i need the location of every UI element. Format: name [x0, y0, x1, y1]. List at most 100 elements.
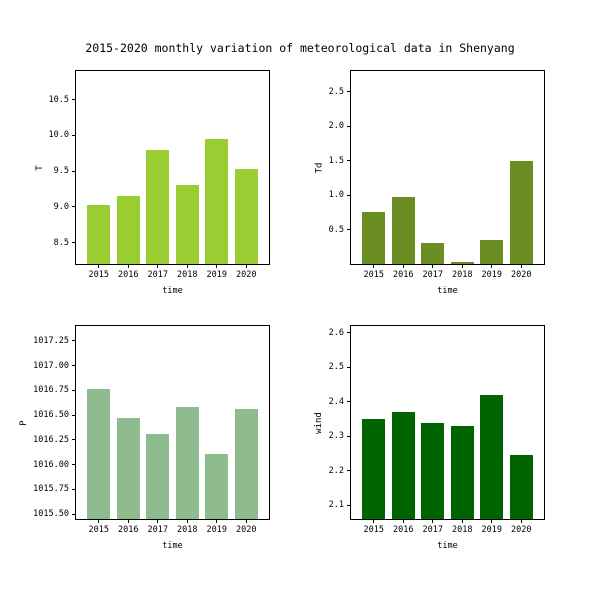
x-tick-mark [245, 519, 247, 523]
y-tick-mark [347, 401, 351, 403]
chart-wind: wind time 2.1 2.2 2.3 2.4 2.5 2.6 2015 2016 2017… [315, 325, 545, 550]
y-tick-mark [347, 366, 351, 368]
x-tick-mark [461, 519, 463, 523]
x-tick-mark [402, 519, 404, 523]
y-tick-label: 10.0 [48, 130, 69, 141]
x-tick-label: 2019 [481, 270, 502, 280]
x-tick-label: 2017 [422, 525, 443, 535]
bar [450, 425, 474, 519]
y-tick-mark [347, 332, 351, 334]
bar [421, 243, 445, 264]
x-axis-label: time [162, 286, 183, 296]
bar [175, 185, 199, 264]
x-tick-label: 2018 [452, 270, 473, 280]
y-tick-label: 1015.50 [33, 508, 69, 519]
y-tick-label: 1017.00 [33, 360, 69, 371]
bar [205, 453, 229, 519]
y-tick-label: 2.0 [328, 120, 344, 131]
x-axis-label: time [437, 286, 458, 296]
x-tick-label: 2015 [88, 525, 109, 535]
x-tick-mark [432, 264, 434, 268]
bar [205, 138, 229, 264]
x-tick-mark [186, 519, 188, 523]
y-tick-mark [72, 99, 76, 101]
y-tick-label: 0.5 [328, 224, 344, 235]
y-tick-label: 1016.00 [33, 459, 69, 470]
y-tick-mark [72, 488, 76, 490]
x-tick-label: 2020 [236, 270, 257, 280]
x-tick-mark [432, 519, 434, 523]
y-tick-label: 10.5 [48, 94, 69, 105]
y-tick-label: 2.2 [328, 465, 344, 476]
bar [87, 204, 111, 264]
x-tick-label: 2016 [393, 270, 414, 280]
y-axis-label: P [18, 419, 29, 426]
x-tick-label: 2017 [147, 525, 168, 535]
x-tick-mark [157, 519, 159, 523]
x-tick-mark [216, 264, 218, 268]
x-tick-label: 2019 [206, 270, 227, 280]
y-tick-label: 1015.75 [33, 484, 69, 495]
x-tick-mark [402, 264, 404, 268]
x-axis-label: time [162, 541, 183, 551]
y-tick-label: 1.0 [328, 189, 344, 200]
x-tick-mark [186, 264, 188, 268]
y-tick-label: 2.1 [328, 499, 344, 510]
y-tick-mark [72, 242, 76, 244]
x-tick-label: 2015 [363, 525, 384, 535]
x-tick-mark [157, 264, 159, 268]
y-tick-label: 1017.25 [33, 335, 69, 346]
y-tick-mark [72, 340, 76, 342]
y-tick-label: 2.4 [328, 396, 344, 407]
x-tick-label: 2017 [422, 270, 443, 280]
x-tick-mark [216, 519, 218, 523]
y-axis-label: wind [314, 411, 325, 434]
x-tick-label: 2018 [452, 525, 473, 535]
y-tick-mark [347, 91, 351, 93]
x-tick-mark [491, 264, 493, 268]
x-tick-mark [520, 264, 522, 268]
y-tick-label: 2.5 [328, 86, 344, 97]
bar [509, 160, 533, 264]
y-tick-label: 2.5 [328, 362, 344, 373]
bar [391, 412, 415, 519]
bar [175, 407, 199, 519]
bar [450, 261, 474, 264]
x-tick-label: 2019 [206, 525, 227, 535]
y-tick-mark [72, 513, 76, 515]
x-axis-label: time [437, 541, 458, 551]
x-tick-mark [373, 519, 375, 523]
y-tick-label: 1.5 [328, 155, 344, 166]
y-tick-mark [72, 414, 76, 416]
bar [146, 433, 170, 519]
x-tick-mark [127, 264, 129, 268]
chart-temperature: T time 8.5 9.0 9.5 10.0 10.5 2015 2016 2017 2018… [35, 70, 270, 295]
bar [146, 149, 170, 264]
x-tick-label: 2018 [177, 270, 198, 280]
bar [362, 419, 386, 519]
x-tick-mark [461, 264, 463, 268]
y-tick-mark [347, 504, 351, 506]
x-tick-label: 2016 [118, 525, 139, 535]
x-tick-label: 2020 [511, 525, 532, 535]
x-tick-label: 2017 [147, 270, 168, 280]
x-tick-label: 2015 [88, 270, 109, 280]
x-tick-label: 2019 [481, 525, 502, 535]
bar [391, 197, 415, 264]
x-tick-mark [98, 519, 100, 523]
y-tick-mark [347, 194, 351, 196]
y-tick-label: 2.6 [328, 327, 344, 338]
x-tick-label: 2018 [177, 525, 198, 535]
x-tick-label: 2015 [363, 270, 384, 280]
y-tick-label: 8.5 [53, 237, 69, 248]
y-tick-mark [347, 435, 351, 437]
y-tick-mark [72, 464, 76, 466]
y-tick-mark [72, 439, 76, 441]
x-tick-mark [520, 519, 522, 523]
y-tick-label: 1016.75 [33, 385, 69, 396]
y-tick-mark [72, 365, 76, 367]
y-tick-mark [347, 160, 351, 162]
bar [87, 389, 111, 519]
y-tick-mark [72, 206, 76, 208]
